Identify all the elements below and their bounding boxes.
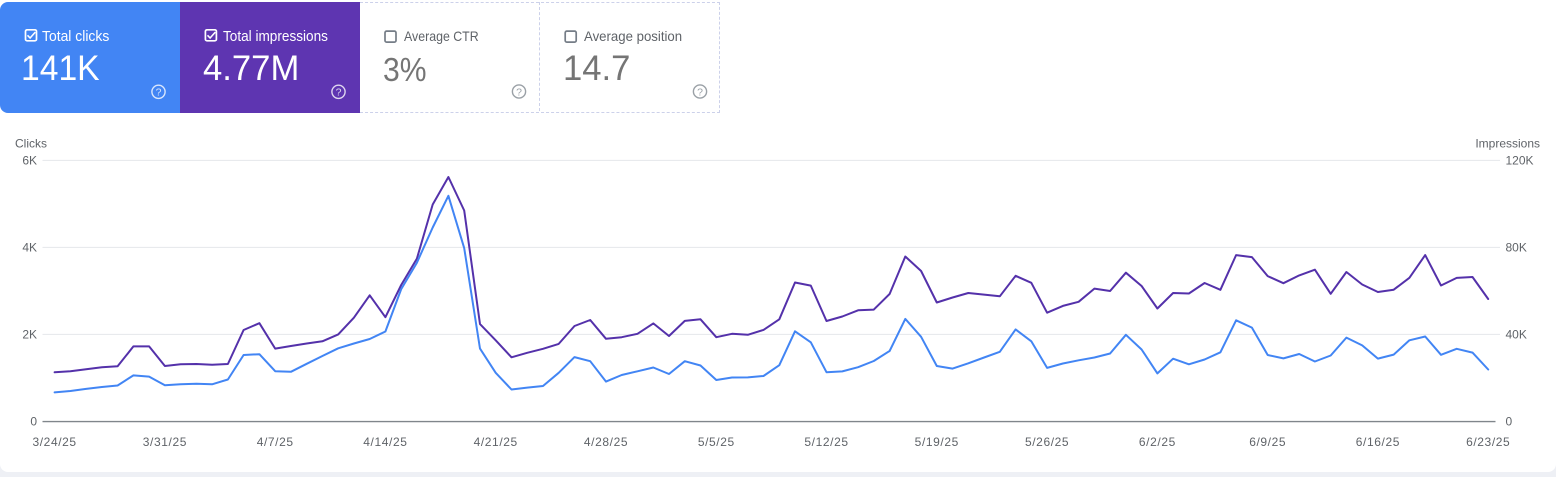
svg-text:?: ? [697,86,703,98]
svg-text:3/31/25: 3/31/25 [143,435,187,449]
svg-text:6/9/25: 6/9/25 [1249,435,1286,449]
svg-text:0: 0 [30,415,37,429]
svg-text:?: ? [516,86,522,98]
svg-text:5/5/25: 5/5/25 [698,435,735,449]
svg-text:6/16/25: 6/16/25 [1356,435,1400,449]
svg-text:4/28/25: 4/28/25 [584,435,628,449]
svg-text:80K: 80K [1506,241,1527,255]
svg-text:4/7/25: 4/7/25 [257,435,294,449]
svg-text:6/23/25: 6/23/25 [1466,435,1510,449]
svg-text:?: ? [336,87,342,99]
svg-text:6K: 6K [22,154,37,168]
svg-text:120K: 120K [1506,154,1534,168]
svg-text:3/24/25: 3/24/25 [32,435,76,449]
svg-text:6/2/25: 6/2/25 [1139,435,1176,449]
svg-text:Clicks: Clicks [15,137,47,151]
svg-text:Impressions: Impressions [1475,137,1540,151]
svg-text:0: 0 [1506,415,1513,429]
svg-text:5/12/25: 5/12/25 [804,435,848,449]
svg-text:5/19/25: 5/19/25 [915,435,959,449]
svg-text:5/26/25: 5/26/25 [1025,435,1069,449]
svg-text:40K: 40K [1506,328,1527,342]
svg-text:2K: 2K [22,328,37,342]
svg-text:?: ? [156,87,162,99]
svg-text:4K: 4K [22,241,37,255]
svg-text:4/21/25: 4/21/25 [474,435,518,449]
svg-text:4/14/25: 4/14/25 [363,435,407,449]
